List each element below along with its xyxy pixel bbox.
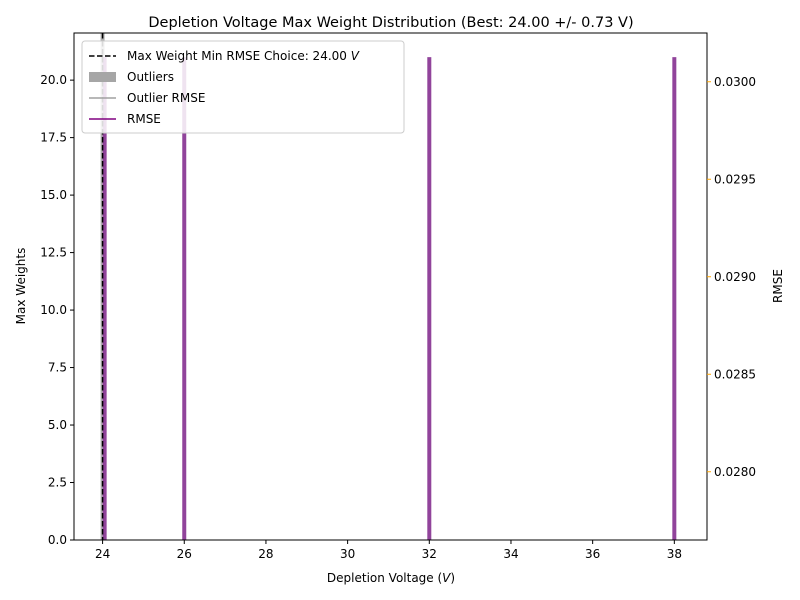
legend: Max Weight Min RMSE Choice: 24.00 V Outli… <box>81 40 405 134</box>
legend-swatch <box>89 72 116 82</box>
x-tick-label: 24 <box>95 547 110 561</box>
x-tick-label: 34 <box>503 547 518 561</box>
y2-axis-label: RMSE <box>771 269 785 303</box>
x-axis: 24 26 28 30 32 34 36 38 <box>95 540 682 561</box>
y2-tick-label: 0.0285 <box>714 367 756 381</box>
y-tick-label: 20.0 <box>40 73 67 87</box>
y-tick-label: 10.0 <box>40 303 67 317</box>
x-tick-label: 36 <box>585 547 600 561</box>
y-axis-right: 0.0280 0.0285 0.0290 0.0295 0.0300 <box>707 75 756 479</box>
legend-label: Outlier RMSE <box>127 91 205 105</box>
legend-label: Max Weight Min RMSE Choice: 24.00 V <box>127 49 360 63</box>
y-tick-label: 17.5 <box>40 131 67 145</box>
x-tick-label: 32 <box>422 547 437 561</box>
y2-tick-label: 0.0300 <box>714 75 756 89</box>
y-axis-left: 0.0 2.5 5.0 7.5 10.0 12.5 15.0 17.5 20.0 <box>40 73 74 547</box>
plot-frame <box>73 32 708 541</box>
y2-tick-label: 0.0280 <box>714 465 756 479</box>
x-tick-label: 28 <box>258 547 273 561</box>
chart-title: Depletion Voltage Max Weight Distributio… <box>148 15 633 31</box>
legend-label: Outliers <box>127 70 174 84</box>
y-tick-label: 7.5 <box>48 361 67 375</box>
legend-box <box>81 40 405 134</box>
rmse-bar <box>427 57 432 540</box>
y-tick-label: 2.5 <box>48 476 67 490</box>
x-tick-label: 30 <box>340 547 355 561</box>
y-tick-label: 12.5 <box>40 246 67 260</box>
x-axis-label: Depletion Voltage (V) <box>327 571 455 585</box>
y2-tick-label: 0.0290 <box>714 270 756 284</box>
rmse-bar <box>182 57 187 540</box>
x-tick-label: 38 <box>667 547 682 561</box>
rmse-bar <box>672 57 677 540</box>
y-tick-label: 0.0 <box>48 533 67 547</box>
y-tick-label: 15.0 <box>40 188 67 202</box>
legend-label: RMSE <box>127 112 161 126</box>
y2-tick-label: 0.0295 <box>714 172 756 186</box>
y-axis-label: Max Weights <box>14 248 28 325</box>
y-tick-label: 5.0 <box>48 418 67 432</box>
x-tick-label: 26 <box>177 547 192 561</box>
rmse-bar <box>102 57 107 540</box>
